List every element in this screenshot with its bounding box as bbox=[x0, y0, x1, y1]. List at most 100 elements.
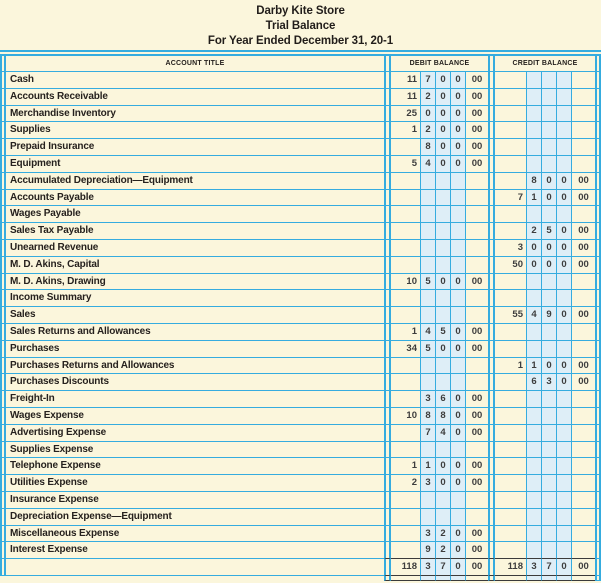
credit-column-divider bbox=[488, 525, 495, 543]
debit-amount-cell bbox=[391, 391, 420, 408]
left-edge-rule bbox=[0, 72, 6, 89]
debit-amount-cell bbox=[391, 173, 420, 190]
credit-amount-cell bbox=[541, 441, 556, 459]
credit-amount-cell bbox=[571, 72, 595, 89]
credit-amount-cell: 118 bbox=[495, 559, 526, 576]
debit-amount-cell bbox=[435, 256, 450, 274]
credit-amount-cell: 1 bbox=[495, 358, 526, 375]
report-period: For Year Ended December 31, 20-1 bbox=[207, 35, 394, 47]
credit-amount-cell bbox=[526, 206, 541, 224]
debit-amount-cell: 00 bbox=[465, 155, 488, 173]
debit-amount-cell bbox=[465, 206, 488, 224]
debit-amount-cell: 10 bbox=[391, 408, 420, 425]
credit-amount-cell bbox=[541, 88, 556, 106]
left-edge-rule bbox=[0, 56, 6, 72]
account-title-cell: Supplies Expense bbox=[6, 442, 384, 459]
account-row: M. D. Akins, Drawing 10 5 0 0 00 bbox=[0, 273, 601, 291]
account-title-cell: Sales Tax Payable bbox=[6, 223, 384, 240]
credit-amount-cell bbox=[556, 424, 571, 442]
debit-amount-cell: 4 bbox=[435, 424, 450, 442]
right-edge-rule bbox=[595, 122, 601, 140]
left-edge-rule bbox=[0, 206, 6, 224]
credit-amount-cell: 7 bbox=[495, 190, 526, 207]
credit-amount-cell bbox=[571, 290, 595, 308]
debit-amount-cell: 00 bbox=[465, 122, 488, 140]
account-title-cell: M. D. Akins, Capital bbox=[6, 257, 384, 274]
debit-amount-cell: 3 bbox=[420, 559, 435, 576]
debit-column-divider bbox=[384, 357, 391, 375]
debit-amount-cell bbox=[465, 223, 488, 240]
left-edge-rule bbox=[0, 256, 6, 274]
right-edge-rule bbox=[595, 273, 601, 291]
credit-column-divider bbox=[488, 323, 495, 341]
credit-amount-cell bbox=[495, 374, 526, 392]
debit-amount-cell bbox=[420, 307, 435, 324]
right-edge-rule bbox=[595, 542, 601, 560]
credit-amount-cell bbox=[495, 408, 526, 425]
debit-amount-cell: 00 bbox=[465, 424, 488, 442]
credit-amount-cell: 50 bbox=[495, 257, 526, 274]
account-row: Purchases 34 5 0 0 00 bbox=[0, 340, 601, 358]
credit-amount-cell bbox=[571, 458, 595, 476]
debit-amount-cell bbox=[450, 357, 465, 375]
credit-amount-cell bbox=[495, 290, 526, 308]
debit-amount-cell bbox=[435, 374, 450, 392]
credit-amount-cell bbox=[556, 407, 571, 425]
account-title-header: ACCOUNT TITLE bbox=[6, 56, 384, 72]
debit-amount-cell: 34 bbox=[391, 341, 420, 358]
credit-amount-cell bbox=[495, 425, 526, 442]
debit-amount-cell bbox=[450, 172, 465, 190]
debit-amount-cell bbox=[420, 189, 435, 207]
debit-amount-cell bbox=[465, 491, 488, 509]
account-row: Unearned Revenue 3 0 0 0 00 bbox=[0, 239, 601, 257]
debit-amount-cell bbox=[465, 239, 488, 257]
debit-amount-cell bbox=[450, 223, 465, 240]
credit-amount-cell: 3 bbox=[495, 240, 526, 257]
debit-amount-cell: 11 bbox=[391, 72, 420, 89]
right-edge-rule bbox=[595, 475, 601, 492]
debit-amount-cell bbox=[391, 509, 420, 526]
credit-amount-cell bbox=[495, 442, 526, 459]
debit-amount-cell: 00 bbox=[465, 407, 488, 425]
debit-amount-cell bbox=[420, 256, 435, 274]
credit-column-divider bbox=[488, 475, 495, 492]
credit-amount-cell bbox=[526, 88, 541, 106]
rule-cell bbox=[465, 575, 488, 581]
debit-amount-cell bbox=[391, 257, 420, 274]
debit-column-divider bbox=[384, 273, 391, 291]
left-edge-rule bbox=[0, 273, 6, 291]
account-title-cell: Depreciation Expense—Equipment bbox=[6, 509, 384, 526]
debit-amount-cell bbox=[435, 357, 450, 375]
account-title-cell: Purchases Discounts bbox=[6, 374, 384, 392]
account-row: Supplies Expense bbox=[0, 441, 601, 459]
right-edge-rule bbox=[595, 525, 601, 543]
debit-amount-cell: 00 bbox=[465, 525, 488, 543]
credit-amount-cell bbox=[495, 492, 526, 509]
credit-amount-cell: 00 bbox=[571, 374, 595, 392]
debit-amount-cell: 00 bbox=[465, 105, 488, 123]
right-edge-rule bbox=[595, 508, 601, 526]
debit-amount-cell: 00 bbox=[465, 391, 488, 408]
credit-amount-cell bbox=[556, 491, 571, 509]
credit-amount-cell bbox=[495, 173, 526, 190]
credit-amount-cell bbox=[495, 206, 526, 224]
left-edge-rule bbox=[0, 122, 6, 140]
debit-amount-cell bbox=[391, 190, 420, 207]
credit-amount-cell bbox=[495, 89, 526, 106]
table-top-double-rule bbox=[0, 50, 601, 56]
debit-amount-cell: 00 bbox=[465, 273, 488, 291]
left-edge-rule bbox=[0, 441, 6, 459]
rule-cell bbox=[420, 575, 435, 581]
credit-amount-cell bbox=[526, 508, 541, 526]
debit-amount-cell: 5 bbox=[420, 273, 435, 291]
right-edge-rule bbox=[595, 441, 601, 459]
credit-amount-cell bbox=[495, 509, 526, 526]
credit-amount-cell bbox=[526, 323, 541, 341]
debit-amount-cell: 0 bbox=[450, 139, 465, 156]
debit-amount-cell: 0 bbox=[435, 105, 450, 123]
credit-amount-cell bbox=[571, 139, 595, 156]
debit-column-divider bbox=[384, 105, 391, 123]
debit-column-divider bbox=[384, 56, 391, 72]
debit-amount-cell bbox=[391, 358, 420, 375]
credit-column-divider bbox=[488, 542, 495, 560]
